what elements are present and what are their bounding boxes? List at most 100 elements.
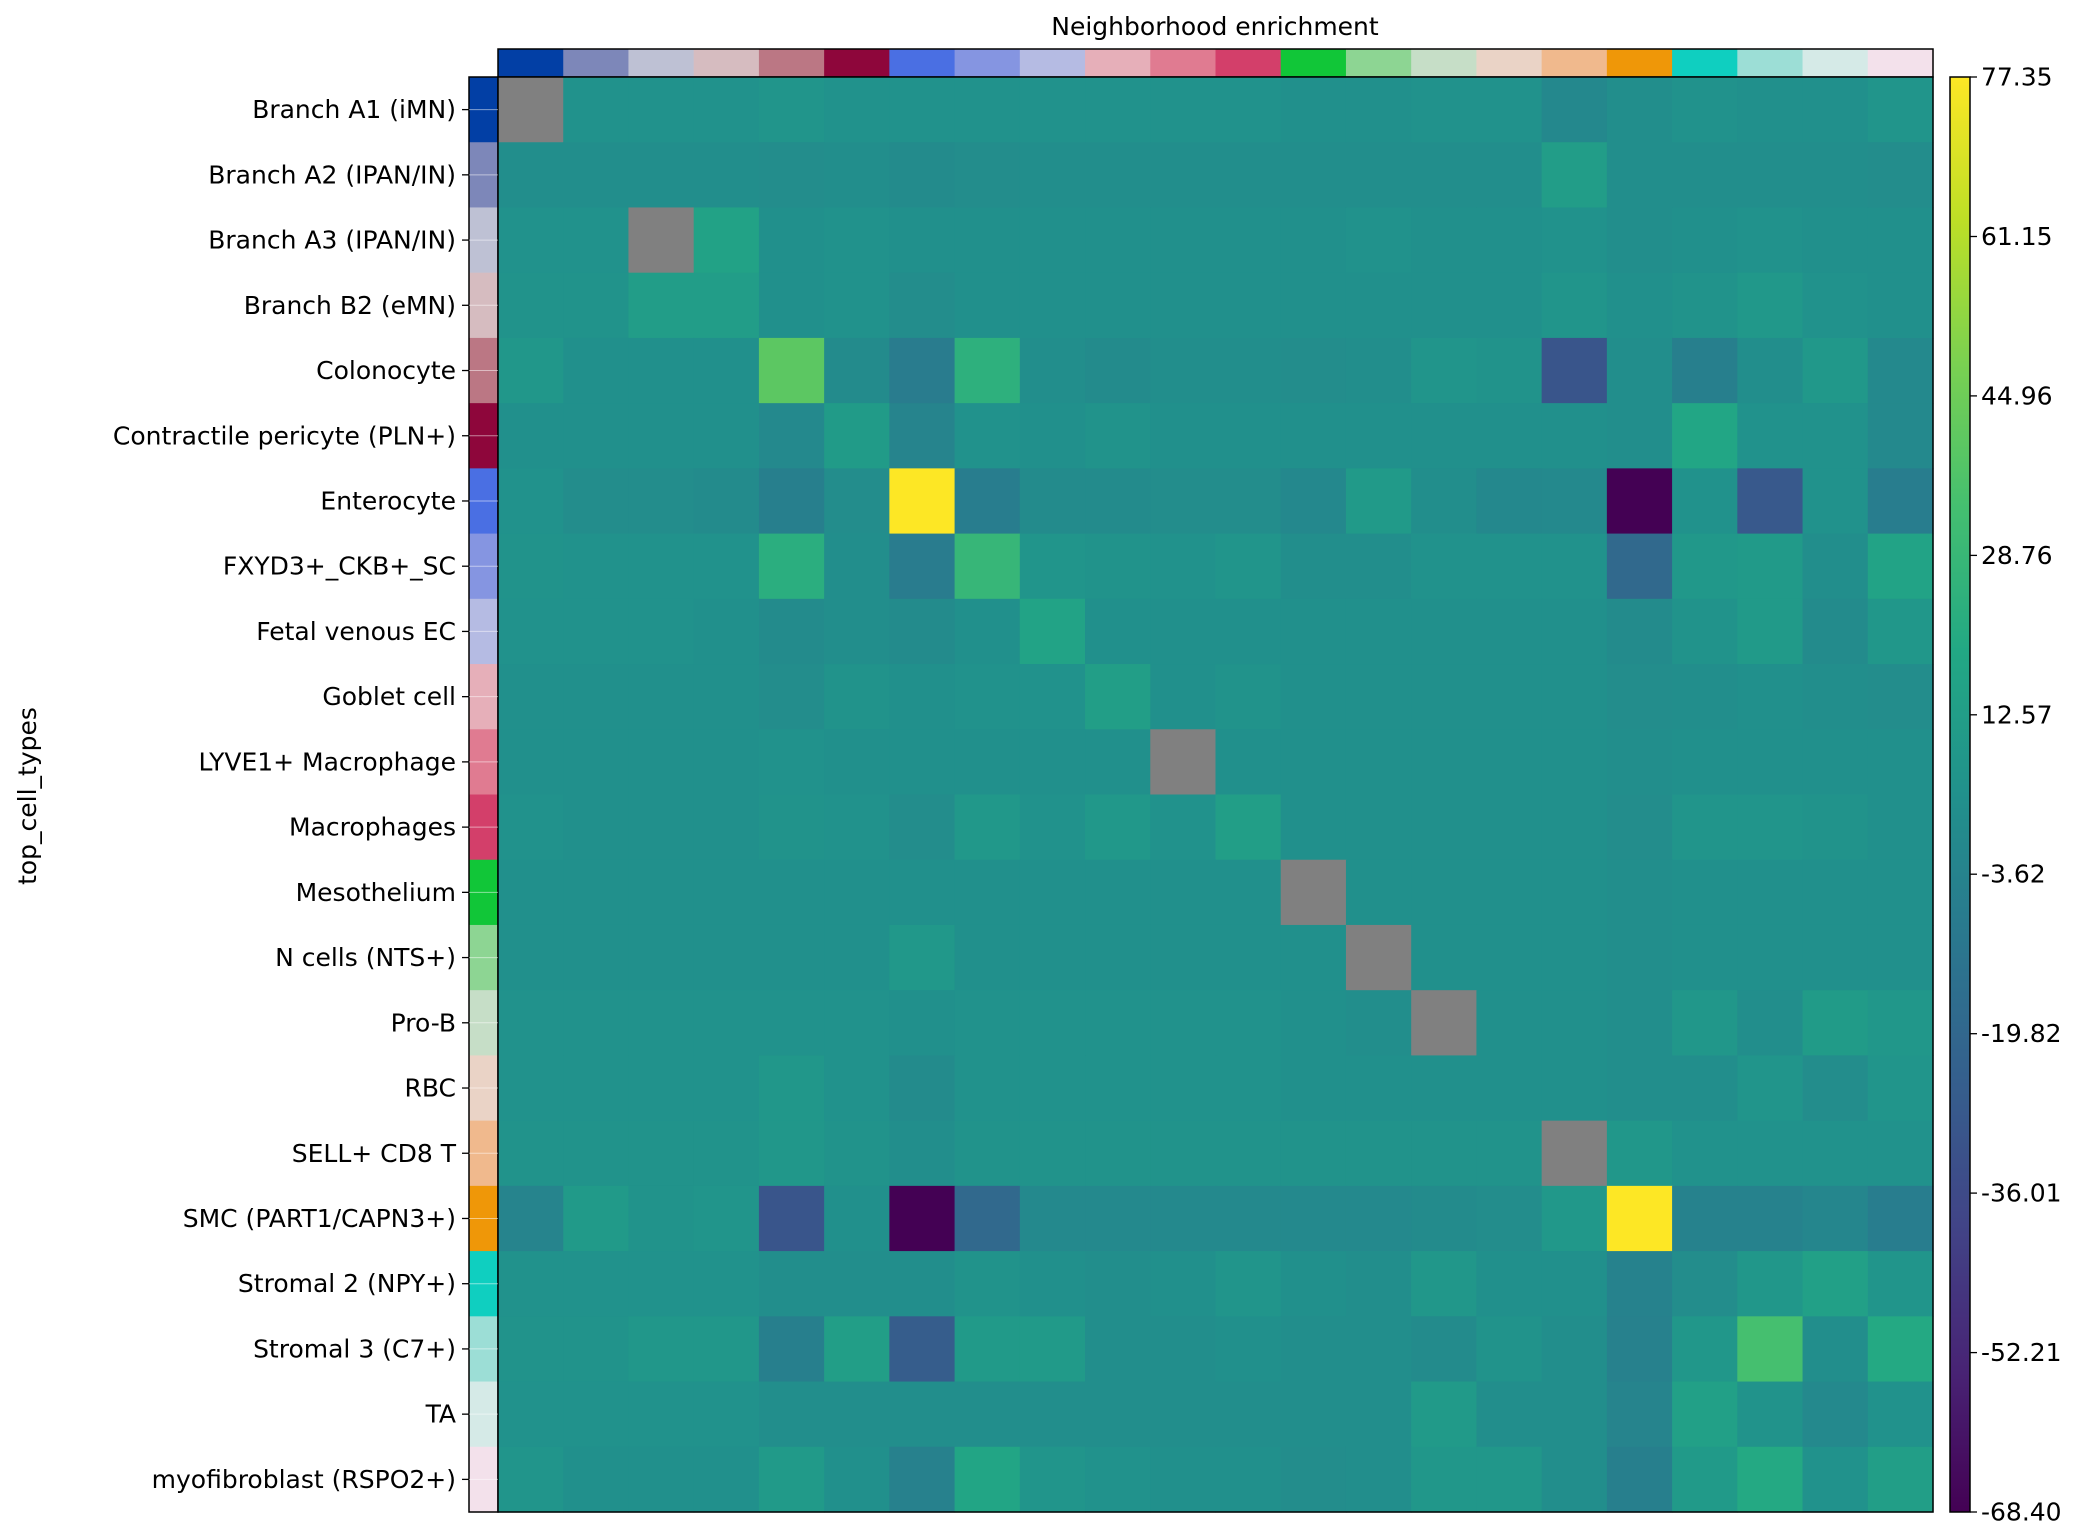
heatmap-cell: [1737, 1446, 1804, 1513]
heatmap-cell: [1150, 207, 1217, 274]
heatmap-cell: [693, 664, 760, 730]
heatmap-cell: [758, 1055, 825, 1122]
heatmap-cell: [1476, 337, 1543, 404]
heatmap-cell: [758, 729, 825, 796]
heatmap-cell: [954, 990, 1021, 1057]
column-category-swatch: [1411, 49, 1478, 77]
heatmap-cell: [1019, 1381, 1086, 1448]
heatmap-cell: [1606, 924, 1673, 991]
heatmap-cell: [1476, 794, 1543, 861]
heatmap-cell: [1606, 77, 1673, 143]
heatmap-cell: [1672, 533, 1738, 600]
heatmap-cell: [1280, 272, 1347, 339]
row-label: Branch A3 (IPAN/IN): [208, 226, 456, 255]
heatmap-cell: [1737, 403, 1804, 469]
heatmap-cell: [1737, 664, 1804, 730]
heatmap-cell: [1411, 794, 1478, 861]
heatmap-cell: [1411, 533, 1478, 600]
row-label: TA: [425, 1400, 456, 1429]
heatmap-cell: [1019, 142, 1086, 209]
heatmap-cell: [1280, 337, 1347, 404]
row-label: Colonocyte: [316, 356, 456, 385]
column-category-swatch: [824, 49, 890, 77]
heatmap-cell: [1150, 533, 1217, 600]
heatmap-cell: [1345, 990, 1412, 1057]
heatmap-cell: [628, 859, 695, 926]
row-label: Stromal 3 (C7+): [253, 1334, 456, 1363]
heatmap-cell: [1672, 664, 1738, 730]
heatmap-cell: [1802, 272, 1869, 339]
colorbar-frame: [1949, 76, 1971, 1513]
heatmap-cell: [1280, 468, 1347, 535]
heatmap-cell: [1737, 207, 1804, 274]
heatmap-cell: [1737, 794, 1804, 861]
colorbar-tick-label: -52.21: [1981, 1338, 2062, 1367]
heatmap-cell: [1150, 1251, 1217, 1317]
heatmap-cell: [1541, 1185, 1608, 1252]
heatmap-cell: [1737, 1185, 1804, 1252]
colorbar-tick-label: 77.35: [1981, 63, 2053, 92]
heatmap-cell: [758, 664, 825, 730]
heatmap-cell: [1150, 1055, 1217, 1122]
heatmap-cell: [628, 1055, 695, 1122]
heatmap-cell: [1085, 207, 1151, 274]
heatmap-cell: [1802, 859, 1869, 926]
heatmap-cell: [1085, 664, 1151, 730]
heatmap-cell: [693, 729, 760, 796]
heatmap-cell: [824, 403, 890, 469]
heatmap-cell: [1150, 142, 1217, 209]
column-category-swatch: [1280, 49, 1347, 77]
heatmap-cell: [1737, 337, 1804, 404]
heatmap-cell: [889, 1055, 956, 1122]
heatmap-cell: [1345, 468, 1412, 535]
heatmap-cell: [1672, 859, 1738, 926]
heatmap-cell: [1606, 729, 1673, 796]
heatmap-cell: [693, 990, 760, 1057]
heatmap-cell: [1867, 337, 1934, 404]
column-category-swatch: [954, 49, 1021, 77]
heatmap-cell: [563, 1055, 630, 1122]
heatmap-cell: [824, 533, 890, 600]
heatmap-cell: [1019, 207, 1086, 274]
heatmap-cell: [628, 924, 695, 991]
heatmap-cell: [1606, 794, 1673, 861]
heatmap-cell: [1672, 794, 1738, 861]
heatmap-cell: [824, 794, 890, 861]
colorbar-tick-label: -68.40: [1981, 1498, 2062, 1527]
heatmap-cell: [563, 990, 630, 1057]
heatmap-cell: [693, 337, 760, 404]
heatmap-cell: [1150, 859, 1217, 926]
heatmap-cell: [1215, 598, 1282, 665]
heatmap-cell: [1411, 1316, 1478, 1383]
row-labels: Branch A1 (iMN) Branch A2 (IPAN/IN) Branch…: [113, 95, 498, 1494]
column-category-swatch: [1672, 49, 1738, 77]
heatmap-cell: [889, 142, 956, 209]
heatmap-cell: [1345, 1055, 1412, 1122]
heatmap-cell: [1411, 664, 1478, 730]
heatmap-cell: [889, 859, 956, 926]
heatmap-cell: [563, 272, 630, 339]
heatmap-cell: [1541, 1120, 1608, 1187]
heatmap-cell: [498, 468, 564, 535]
heatmap-cell: [693, 207, 760, 274]
heatmap-cell: [1606, 1185, 1673, 1252]
heatmap-cell: [1411, 1381, 1478, 1448]
heatmap-cell: [1606, 403, 1673, 469]
heatmap-cell: [1737, 1381, 1804, 1448]
heatmap-cell: [758, 207, 825, 274]
heatmap-cell: [1802, 1185, 1869, 1252]
row-label: LYVE1+ Macrophage: [198, 747, 456, 776]
heatmap-cell: [1476, 664, 1543, 730]
heatmap-cell: [1737, 533, 1804, 600]
heatmap-cell: [1606, 664, 1673, 730]
heatmap-cell: [1476, 207, 1543, 274]
heatmap-cell: [1541, 337, 1608, 404]
heatmap-cell: [1345, 664, 1412, 730]
heatmap-cell: [1476, 1120, 1543, 1187]
heatmap-cell: [758, 468, 825, 535]
heatmap-cell: [758, 533, 825, 600]
heatmap-cell: [563, 924, 630, 991]
heatmap-cell: [628, 468, 695, 535]
heatmap-cell: [1541, 1055, 1608, 1122]
heatmap-cell: [498, 1446, 564, 1513]
